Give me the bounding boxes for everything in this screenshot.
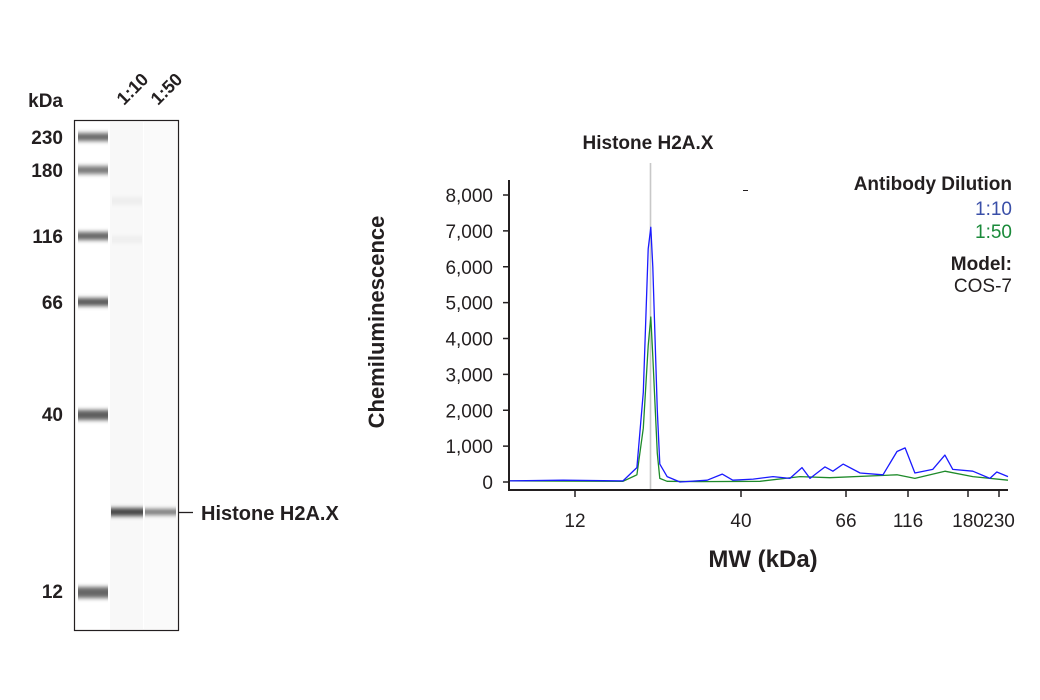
marker-label-116: 116 — [32, 227, 63, 248]
chart-panel: Histone H2A.X 0 1,000 2,000 3,000 4,000 5,000… — [364, 133, 1015, 573]
model-label: Model: — [951, 254, 1012, 275]
ladder-band-116 — [78, 232, 108, 240]
legend: Antibody Dilution 1:10 1:50 Model: COS-7 — [854, 174, 1012, 297]
model-value: COS-7 — [954, 276, 1012, 297]
series-line-1-50 — [508, 316, 1009, 483]
ladder-band-230 — [78, 133, 108, 141]
ladder-band-180 — [78, 166, 108, 174]
x-tick-label: 230 — [983, 511, 1015, 532]
legend-title: Antibody Dilution — [854, 174, 1012, 195]
ladder-band-40 — [78, 410, 108, 420]
x-tick-label: 66 — [835, 511, 856, 532]
y-axis-label: Chemiluminescence — [364, 216, 389, 429]
marker-label-40: 40 — [42, 405, 63, 426]
lane-label-2: 1:50 — [147, 69, 187, 109]
ladder-bands — [78, 133, 108, 598]
blot-unit-label: kDa — [28, 91, 63, 112]
legend-entry-1-10: 1:10 — [975, 199, 1012, 220]
faint-band — [112, 197, 142, 205]
y-tick-label: 8,000 — [445, 186, 493, 207]
y-tick-label: 4,000 — [445, 330, 493, 351]
y-tick-label: 5,000 — [445, 294, 493, 315]
marker-label-12: 12 — [42, 582, 63, 603]
sample-band-1-50 — [145, 509, 176, 515]
lane-label-1: 1:10 — [113, 69, 153, 109]
lane-2 — [144, 122, 177, 629]
legend-entry-1-50: 1:50 — [975, 222, 1012, 243]
y-tick-label: 0 — [482, 473, 493, 494]
x-tick-label: 180 — [952, 511, 984, 532]
ladder-band-12 — [78, 587, 108, 598]
marker-label-230: 230 — [31, 128, 63, 149]
marker-label-66: 66 — [42, 293, 63, 314]
blot-panel: kDa 1:10 1:50 230 180 116 66 40 12 Histone H2… — [28, 69, 339, 632]
x-tick-label: 40 — [730, 511, 751, 532]
lane-1 — [110, 122, 143, 629]
series-line-1-10 — [508, 226, 1009, 483]
y-tick-label: 6,000 — [445, 258, 493, 279]
x-tick-label: 12 — [564, 511, 585, 532]
chart-title: Histone H2A.X — [583, 133, 714, 154]
y-tick-label: 7,000 — [445, 222, 493, 243]
y-tick-label: 3,000 — [445, 365, 493, 386]
y-tick-label: 2,000 — [445, 401, 493, 422]
ladder-band-66 — [78, 298, 108, 306]
blot-target-label: Histone H2A.X — [201, 503, 339, 525]
marker-label-180: 180 — [31, 161, 63, 182]
y-tick-label: 1,000 — [445, 437, 493, 458]
faint-band — [112, 236, 142, 243]
x-tick-label: 116 — [893, 511, 923, 532]
x-axis-label: MW (kDa) — [708, 546, 817, 573]
sample-band-1-10 — [111, 508, 143, 516]
